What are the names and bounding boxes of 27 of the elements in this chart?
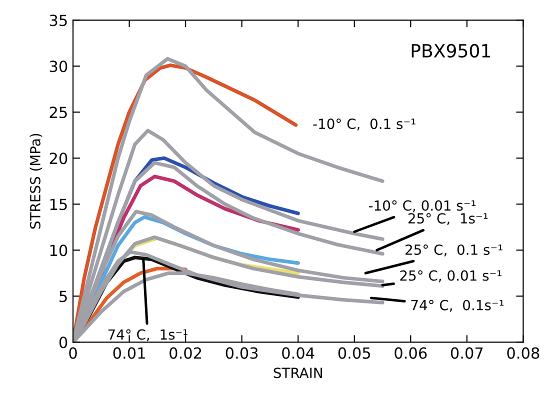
x-tick-label: 0.03	[226, 347, 258, 359]
annotation: -10° C, 0.01 s⁻¹	[368, 200, 476, 212]
annotation: 74° C, 1s⁻¹	[108, 329, 188, 342]
y-tick-label: 10	[50, 244, 68, 256]
annotation: 74° C, 0.1s⁻¹	[411, 300, 504, 312]
y-tick-label: 15	[50, 198, 67, 210]
x-tick-label: 0.07	[450, 347, 483, 359]
y-tick-label: 5	[60, 290, 67, 302]
x-tick-label: 0.02	[170, 347, 202, 359]
y-tick-label: 0	[59, 336, 68, 348]
y-tick-label: 30	[50, 60, 68, 72]
y-tick-label: 35	[50, 14, 67, 26]
annotation: -10° C, 0.1 s⁻¹	[313, 118, 416, 130]
annotation: 25° C, 0.01 s⁻¹	[400, 270, 502, 282]
x-tick-label: 0.01	[113, 347, 145, 359]
y-axis-title: STRESS (MPa)	[30, 134, 42, 229]
y-tick-label: 25	[50, 106, 67, 118]
x-tick-label: 0	[69, 347, 77, 359]
annotation: 25° C, 0.1 s⁻¹	[406, 244, 502, 256]
y-tick-label: 20	[50, 152, 68, 164]
x-axis-title: STRAIN	[274, 368, 322, 378]
annotation: 25° C, 1s⁻¹	[408, 213, 488, 226]
x-tick-label: 0.06	[394, 347, 427, 359]
x-tick-label: 0.08	[507, 347, 540, 359]
x-tick-label: 0.05	[338, 347, 370, 359]
x-tick-label: 0.04	[282, 347, 314, 359]
text: PBX9501	[412, 44, 490, 58]
